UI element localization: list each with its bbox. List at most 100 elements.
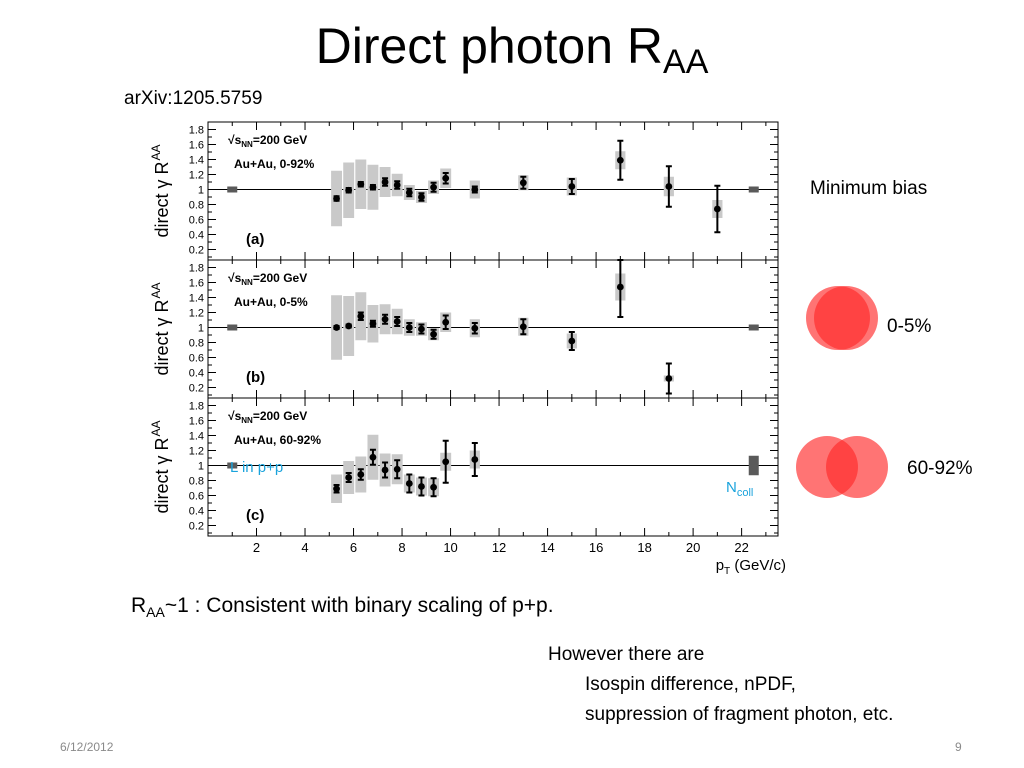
pp-norm-annotation: L in p+p <box>230 459 283 476</box>
data-point <box>333 195 340 202</box>
caveat-item: Isospin difference, nPDF, <box>585 674 796 695</box>
y-tick-label: 0.2 <box>189 245 204 257</box>
data-point <box>616 156 624 164</box>
raa-chart: 0.2 0.4 0.6 0.8 1 1.2 1.4 1.6 1.8 direct γ RAA √sN… <box>149 121 786 577</box>
y-tick-label: 1.8 <box>189 263 204 275</box>
y-tick-label: 1 <box>198 185 204 197</box>
y-tick-label: 1.2 <box>189 308 204 320</box>
y-axis-title: direct γ RAA <box>149 420 172 513</box>
x-tick-label: 4 <box>301 540 308 555</box>
data-point <box>430 183 437 191</box>
data-point <box>357 471 365 478</box>
data-point <box>381 178 389 186</box>
y-tick-label: 1.6 <box>189 140 204 152</box>
data-point <box>357 312 365 320</box>
system-label: Au+Au, 0-5% <box>234 295 308 309</box>
panel-c: 0.2 0.4 0.6 0.8 1 1.2 1.4 1.6 1.8 direct γ RAA √sN… <box>149 397 779 537</box>
conclusion-raa-subscript: AA <box>146 604 165 621</box>
data-point <box>471 456 479 463</box>
x-tick-label: 2 <box>253 540 260 555</box>
page-number: 9 <box>955 740 962 754</box>
x-tick-label: 6 <box>350 540 357 555</box>
data-point <box>418 193 425 201</box>
x-tick-label: 8 <box>398 540 405 555</box>
data-point <box>381 315 389 323</box>
conclusion-text: RAA~1 : Consistent with binary scaling o… <box>131 594 554 620</box>
system-label: Au+Au, 0-92% <box>234 157 315 171</box>
data-point <box>345 474 353 481</box>
ncoll-annotation: Ncoll <box>726 479 753 499</box>
y-tick-label: 0.2 <box>189 521 204 533</box>
y-tick-label: 1.4 <box>189 155 204 167</box>
x-tick-label: 10 <box>443 540 457 555</box>
x-axis-title: pT (GeV/c) <box>716 557 786 577</box>
data-point <box>405 189 413 196</box>
data-point <box>405 480 413 487</box>
caveats-text: However there are Isospin difference, nP… <box>548 640 893 730</box>
y-tick-label: 0.8 <box>189 200 204 212</box>
y-tick-label: 0.6 <box>189 353 204 365</box>
data-point <box>418 325 425 333</box>
data-point <box>713 205 721 213</box>
raa-figure: 0.2 0.4 0.6 0.8 1 1.2 1.4 1.6 1.8 direct γ RAA √sN… <box>148 118 798 583</box>
conclusion-statement: ~1 : Consistent with binary scaling of p… <box>164 594 554 617</box>
conclusion-raa: R <box>131 594 147 617</box>
y-tick-label: 0.8 <box>189 338 204 350</box>
central-overlap-diagram <box>806 286 878 350</box>
y-tick-label: 1 <box>198 461 204 473</box>
y-tick-label: 1.4 <box>189 431 204 443</box>
data-point <box>471 324 479 332</box>
norm-box-left <box>227 324 238 331</box>
y-tick-label: 1.4 <box>189 293 204 305</box>
data-point <box>357 180 365 188</box>
data-point <box>568 183 576 190</box>
data-point <box>442 458 450 466</box>
data-point <box>393 318 401 325</box>
caveat-item: suppression of fragment photon, etc. <box>585 704 894 725</box>
data-point <box>333 485 340 493</box>
data-point <box>442 318 450 326</box>
y-axis-title: direct γ RAA <box>149 144 172 237</box>
data-point <box>568 337 576 345</box>
nucleus-circle-right <box>814 286 878 350</box>
y-tick-label: 0.4 <box>189 230 204 242</box>
title-subscript: AA <box>663 43 709 81</box>
panel-a: 0.2 0.4 0.6 0.8 1 1.2 1.4 1.6 1.8 direct γ RAA √sN… <box>149 121 779 261</box>
y-tick-label: 1.6 <box>189 278 204 290</box>
x-tick-label: 18 <box>637 540 651 555</box>
y-tick-label: 1.8 <box>189 125 204 137</box>
slide-title: Direct photon RAA <box>0 14 1024 94</box>
central-label: 0-5% <box>887 316 932 337</box>
y-tick-label: 1.2 <box>189 446 204 458</box>
data-point <box>345 186 353 194</box>
data-point <box>405 324 413 331</box>
data-point <box>393 181 401 189</box>
panel-frame <box>207 397 779 537</box>
footer-date: 6/12/2012 <box>60 740 114 754</box>
panel-tag: (b) <box>246 369 265 386</box>
caveat-intro: However there are <box>548 644 705 665</box>
data-point <box>333 324 340 331</box>
peripheral-overlap-diagram <box>796 436 890 500</box>
peripheral-label: 60-92% <box>907 458 973 479</box>
data-point <box>442 174 450 182</box>
energy-label: √sNN=200 GeV <box>228 271 307 287</box>
data-point <box>369 183 377 191</box>
energy-label: √sNN=200 GeV <box>228 409 307 425</box>
norm-box-left <box>227 186 238 193</box>
x-tick-label: 14 <box>540 540 554 555</box>
source-citation: arXiv:1205.5759 <box>124 88 263 109</box>
x-tick-label: 22 <box>734 540 748 555</box>
nucleus-circle-right <box>826 436 888 498</box>
system-label: Au+Au, 60-92% <box>234 433 321 447</box>
energy-label: √sNN=200 GeV <box>228 133 307 149</box>
data-point <box>430 330 437 338</box>
data-point <box>393 465 401 473</box>
x-tick-label: 16 <box>589 540 603 555</box>
data-point <box>381 466 389 474</box>
y-tick-label: 1.8 <box>189 401 204 413</box>
y-tick-label: 0.4 <box>189 506 204 518</box>
data-point <box>519 323 527 331</box>
norm-box-right <box>748 324 759 331</box>
norm-box-left <box>227 462 238 469</box>
